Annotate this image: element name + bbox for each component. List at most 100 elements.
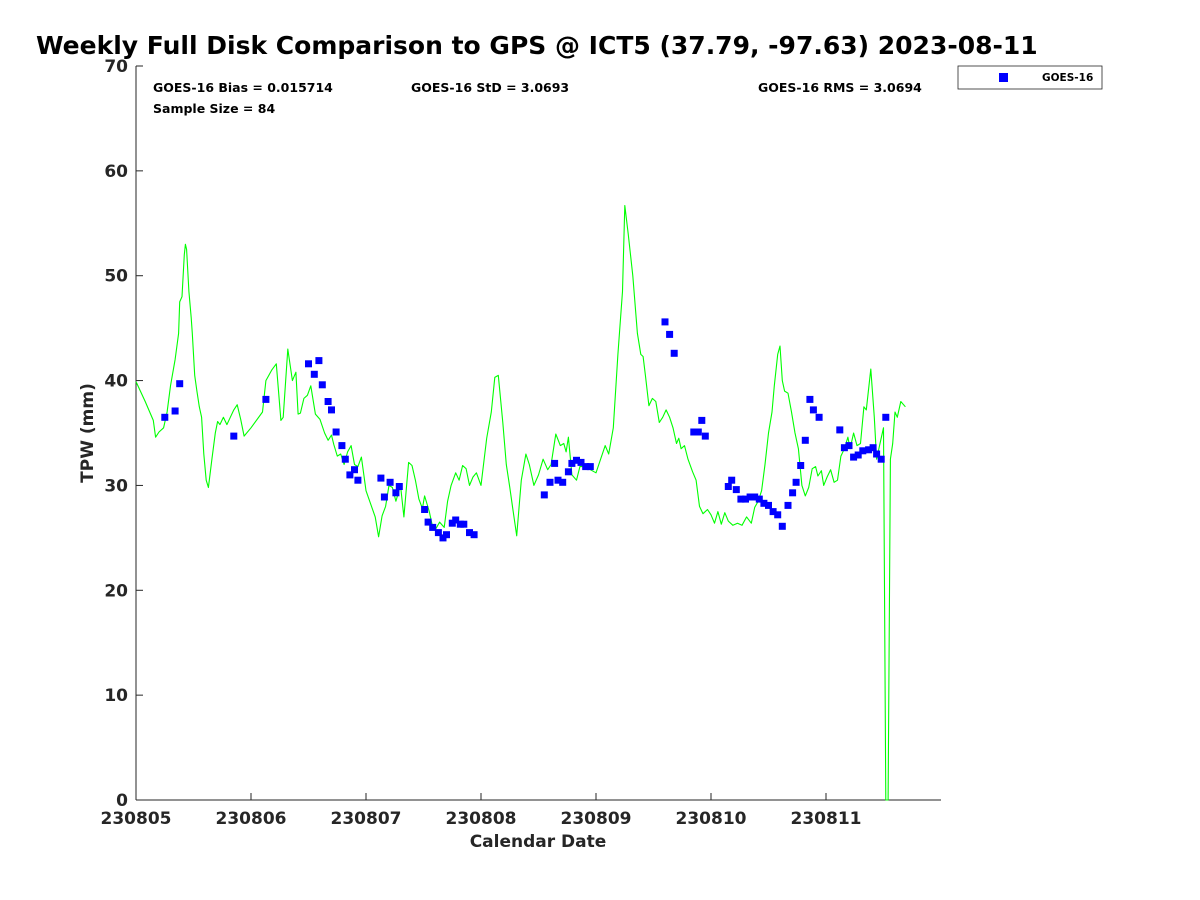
goes16-point — [865, 446, 873, 454]
goes16-point — [840, 444, 848, 452]
goes16-point — [176, 380, 184, 388]
goes16-point — [338, 442, 346, 450]
goes16-point — [784, 501, 792, 509]
goes16-point — [809, 406, 817, 414]
goes16-point — [859, 447, 867, 455]
goes16-point — [797, 462, 805, 469]
y-tick-label: 10 — [104, 686, 128, 706]
y-tick-label: 0 — [116, 791, 128, 811]
goes16-point — [836, 426, 844, 434]
goes16-point — [778, 522, 786, 530]
legend-label-goes16: GOES-16 — [1042, 72, 1093, 84]
x-tick-label: 230808 — [446, 809, 517, 829]
goes16-point — [559, 478, 567, 486]
goes16-point — [882, 413, 890, 421]
x-tick-label: 230806 — [216, 809, 287, 829]
x-tick-label: 230811 — [791, 809, 862, 829]
goes16-point — [546, 478, 554, 486]
gps-line — [135, 204, 906, 801]
goes16-point — [305, 360, 312, 368]
goes16-point — [568, 459, 576, 467]
goes16-point — [701, 432, 709, 440]
goes16-point — [395, 483, 403, 490]
gps-series — [135, 204, 906, 801]
goes16-point — [310, 370, 318, 378]
goes16-point — [792, 478, 800, 486]
goes16-point — [877, 455, 885, 463]
goes16-point — [554, 476, 562, 484]
goes16-point — [318, 381, 326, 389]
y-tick-label: 60 — [104, 162, 128, 182]
goes16-point — [452, 516, 460, 524]
goes16-point — [728, 476, 736, 484]
goes16-point — [380, 493, 388, 501]
goes16-point — [429, 523, 437, 531]
goes16-point — [742, 495, 749, 503]
y-axis-label: TPW (mm) — [78, 383, 98, 483]
goes16-point — [586, 463, 594, 471]
goes16-point — [315, 357, 323, 365]
goes16-series — [161, 318, 890, 542]
y-tick-label: 30 — [104, 476, 128, 496]
y-ticks: 0 10 20 30 40 50 60 70 — [104, 57, 143, 811]
goes16-point — [850, 453, 858, 461]
goes16-point — [755, 495, 763, 503]
goes16-point — [434, 529, 442, 537]
goes16-point — [332, 428, 340, 436]
goes16-point — [801, 436, 809, 444]
goes16-point — [765, 501, 772, 509]
goes16-point — [815, 413, 823, 421]
legend-marker — [999, 73, 1008, 82]
goes16-point — [769, 508, 777, 516]
legend-box — [957, 65, 1103, 90]
goes16-point — [324, 398, 332, 405]
goes16-point — [171, 407, 179, 415]
x-tick-label: 230805 — [101, 809, 172, 829]
std-stat: GOES-16 StD = 3.0693 — [411, 80, 569, 95]
goes16-point — [737, 495, 745, 503]
goes16-point — [724, 483, 732, 490]
plot-frame — [136, 66, 941, 800]
x-tick-label: 230809 — [561, 809, 632, 829]
goes16-point — [262, 395, 270, 403]
goes16-point — [751, 493, 759, 501]
goes16-point — [564, 468, 572, 476]
goes16-point — [551, 459, 559, 467]
legend: GOES-16 — [957, 65, 1103, 90]
goes16-point — [460, 520, 468, 528]
goes16-point — [845, 442, 853, 450]
goes16-point — [746, 493, 754, 501]
rms-stat: GOES-16 RMS = 3.0694 — [758, 80, 922, 95]
goes16-point — [774, 511, 782, 519]
x-tick-label: 230807 — [331, 809, 402, 829]
goes16-point — [732, 486, 740, 494]
chart-title: Weekly Full Disk Comparison to GPS @ ICT… — [36, 31, 1038, 60]
goes16-point — [540, 491, 548, 499]
goes16-point — [670, 349, 678, 357]
goes16-point — [854, 451, 862, 459]
goes16-point — [694, 428, 702, 436]
x-axis-label: Calendar Date — [470, 832, 607, 852]
goes16-point — [161, 413, 169, 421]
y-tick-label: 70 — [104, 57, 128, 77]
y-tick-label: 40 — [104, 372, 128, 392]
goes16-point — [424, 518, 432, 526]
goes16-point — [582, 463, 590, 471]
goes16-point — [230, 432, 238, 440]
goes16-point — [354, 476, 362, 484]
goes16-point — [698, 416, 706, 424]
goes16-point — [443, 531, 450, 539]
goes16-point — [328, 406, 335, 414]
goes16-point — [869, 444, 877, 452]
goes16-point — [351, 466, 358, 474]
goes16-point — [690, 428, 698, 436]
bias-stat: GOES-16 Bias = 0.015714 — [153, 80, 333, 95]
x-ticks: 230805 230806 230807 230808 230809 230810 2308… — [101, 793, 862, 829]
x-tick-label: 230810 — [676, 809, 747, 829]
goes16-point — [573, 456, 580, 464]
goes16-point — [386, 478, 394, 486]
sample-size-stat: Sample Size = 84 — [153, 101, 275, 116]
goes16-point — [577, 458, 585, 466]
goes16-point — [760, 499, 768, 507]
